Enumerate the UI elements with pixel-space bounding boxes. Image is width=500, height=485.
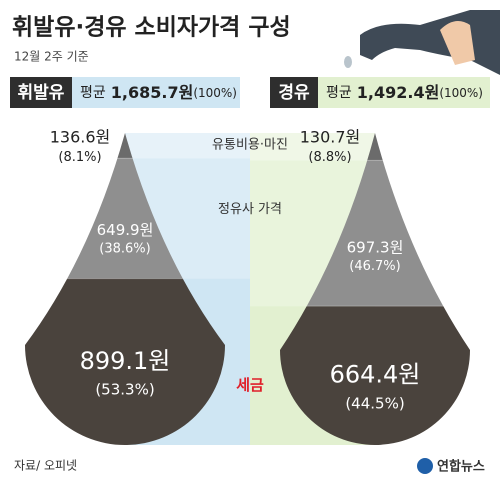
credit: 연합뉴스 [437,459,485,475]
share-label: (53.3%) [95,381,154,399]
share-label: (44.5%) [345,394,404,412]
value-label: 649.9원 [97,221,154,239]
bg-band [125,133,250,159]
value-label: 899.1원 [80,347,171,375]
share-label: (46.7%) [349,259,400,274]
average-text: 평균 [326,85,352,101]
header-name-bg [10,77,72,108]
share-label: (8.1%) [58,150,101,165]
bg-band [250,133,375,161]
total-share: (100%) [439,86,483,100]
drop-segment [25,278,225,445]
logo-icon [417,458,433,474]
value-label: 697.3원 [347,238,404,256]
share-label: (8.8%) [308,150,351,165]
value-label: 130.7원 [300,128,361,147]
value-label: 136.6원 [50,128,111,147]
category-label: 세금 [236,376,264,394]
total-label: 1,685.7원 [111,83,194,102]
source: 자료/ 오피넷 [14,459,77,473]
value-label: 664.4원 [330,361,421,389]
total-share: (100%) [193,86,237,100]
total-label: 1,492.4원 [357,83,440,102]
header-total: 평균 1,685.7원(100%) [80,83,237,102]
chart-title: 휘발유·경유 소비자가격 구성 [12,15,291,41]
share-label: (38.6%) [99,241,150,256]
series-name: 휘발유 [18,82,65,103]
header-name-bg [270,77,318,108]
average-text: 평균 [80,85,106,101]
category-label: 정유사 가격 [218,202,282,217]
series-name: 경유 [278,83,310,103]
chart-subtitle: 12월 2주 기준 [14,50,89,64]
category-label: 유통비용·마진 [212,138,288,153]
nozzle-icon [344,10,500,75]
header-total: 평균 1,492.4원(100%) [326,83,483,102]
